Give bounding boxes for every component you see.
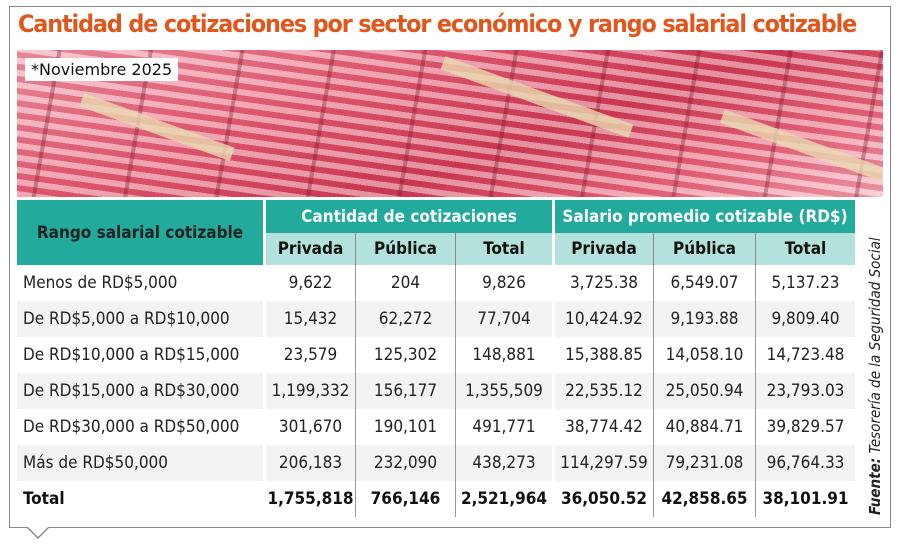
cell-value: 9,826 xyxy=(455,265,552,301)
cell-value: 36,050.52 xyxy=(552,481,653,517)
table-row: De RD$5,000 a RD$10,000 15,432 62,272 77,70… xyxy=(17,301,855,337)
table-row: De RD$10,000 a RD$15,000 23,579 125,302 148… xyxy=(17,337,855,373)
cell-value: 23,793.03 xyxy=(755,373,855,409)
table-row: Total 1,755,818 766,146 2,521,964 36,050.52 4… xyxy=(17,481,855,517)
row-label: De RD$5,000 a RD$10,000 xyxy=(17,301,263,337)
source-note: Fuente: Tesorería de la Seguridad Social xyxy=(866,237,884,515)
cell-value: 301,670 xyxy=(263,409,355,445)
cell-value: 14,723.48 xyxy=(755,337,855,373)
cell-value: 62,272 xyxy=(355,301,455,337)
cell-value: 9,809.40 xyxy=(755,301,855,337)
infographic-title: Cantidad de cotizaciones por sector econ… xyxy=(18,10,857,38)
subheader: Privada xyxy=(552,233,653,265)
row-label: De RD$10,000 a RD$15,000 xyxy=(23,345,240,365)
cell-value: 232,090 xyxy=(355,445,455,481)
infographic-frame xyxy=(9,6,891,528)
row-label: Más de RD$50,000 xyxy=(17,445,263,481)
row-label: De RD$15,000 a RD$30,000 xyxy=(17,373,263,409)
source-text: Tesorería de la Seguridad Social xyxy=(866,237,884,454)
cell-value: 438,273 xyxy=(455,445,552,481)
table-row: De RD$30,000 a RD$50,000 301,670 190,101 49… xyxy=(17,409,855,445)
cell-value: 766,146 xyxy=(355,481,455,517)
banknotes-photo: *Noviembre 2025 xyxy=(17,50,883,197)
table-row: Más de RD$50,000 206,183 232,090 438,273 114… xyxy=(17,445,855,481)
cell-value: 23,579 xyxy=(263,337,355,373)
cell-value: 148,881 xyxy=(455,337,552,373)
header-cotizaciones: Cantidad de cotizaciones xyxy=(263,200,552,233)
cell-value: 6,549.07 xyxy=(653,265,755,301)
table-row: De RD$15,000 a RD$30,000 1,199,332 156,177… xyxy=(17,373,855,409)
row-label: Total xyxy=(23,489,65,509)
date-note: *Noviembre 2025 xyxy=(25,58,179,81)
subheader: Total xyxy=(755,233,855,265)
data-table: Rango salarial cotizable Cantidad de cot… xyxy=(17,200,855,517)
cell-value: 22,535.12 xyxy=(552,373,653,409)
table-row: Menos de RD$5,000 9,622 204 9,826 3,725.38 6,… xyxy=(17,265,855,301)
cell-value: 40,884.71 xyxy=(653,409,755,445)
row-label: Menos de RD$5,000 xyxy=(23,273,178,293)
callout-pointer xyxy=(26,526,50,539)
row-label: De RD$30,000 a RD$50,000 xyxy=(23,417,240,437)
subheader: Pública xyxy=(355,233,455,265)
subheader: Pública xyxy=(653,233,755,265)
cell-value: 206,183 xyxy=(263,445,355,481)
subheader: Total xyxy=(455,233,552,265)
cell-value: 3,725.38 xyxy=(552,265,653,301)
cell-value: 9,193.88 xyxy=(653,301,755,337)
cell-value: 38,101.91 xyxy=(755,481,855,517)
cell-value: 79,231.08 xyxy=(653,445,755,481)
cell-value: 125,302 xyxy=(355,337,455,373)
cell-value: 1,199,332 xyxy=(263,373,355,409)
cell-value: 77,704 xyxy=(455,301,552,337)
cell-value: 39,829.57 xyxy=(755,409,855,445)
cell-value: 9,622 xyxy=(263,265,355,301)
cell-value: 15,432 xyxy=(263,301,355,337)
cell-value: 38,774.42 xyxy=(552,409,653,445)
cell-value: 204 xyxy=(355,265,455,301)
cell-value: 96,764.33 xyxy=(755,445,855,481)
cell-value: 1,355,509 xyxy=(455,373,552,409)
cell-value: 14,058.10 xyxy=(653,337,755,373)
cell-value: 42,858.65 xyxy=(653,481,755,517)
cell-value: 10,424.92 xyxy=(552,301,653,337)
source-label: Fuente: xyxy=(866,457,884,515)
header-salario: Salario promedio cotizable (RD$) xyxy=(552,200,855,233)
cell-value: 156,177 xyxy=(355,373,455,409)
cell-value: 2,521,964 xyxy=(455,481,552,517)
subheader: Privada xyxy=(263,233,355,265)
cell-value: 114,297.59 xyxy=(552,445,653,481)
cell-value: 25,050.94 xyxy=(653,373,755,409)
cell-value: 15,388.85 xyxy=(552,337,653,373)
cell-value: 491,771 xyxy=(455,409,552,445)
header-range: Rango salarial cotizable xyxy=(17,200,263,265)
cell-value: 5,137.23 xyxy=(755,265,855,301)
cell-value: 1,755,818 xyxy=(263,481,355,517)
cell-value: 190,101 xyxy=(355,409,455,445)
